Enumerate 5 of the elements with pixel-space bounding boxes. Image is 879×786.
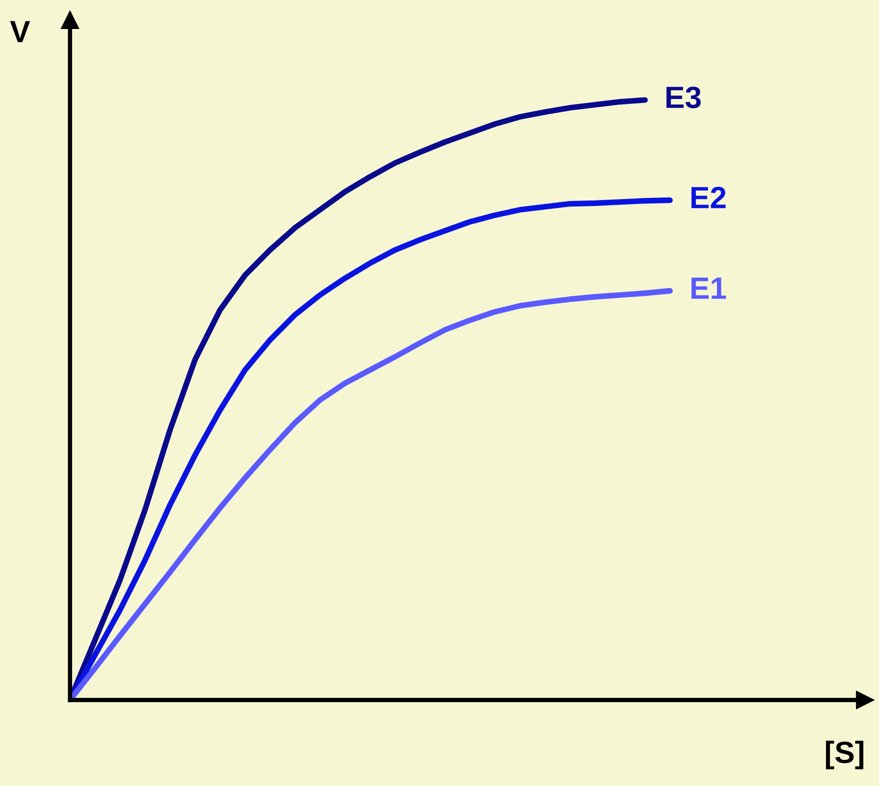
series-label: E3 [666, 86, 701, 108]
series-label: E1 [691, 278, 726, 299]
y-axis-title: V [10, 21, 30, 42]
x-axis-title: [S] [826, 740, 864, 770]
series-label: E2 [691, 186, 726, 208]
